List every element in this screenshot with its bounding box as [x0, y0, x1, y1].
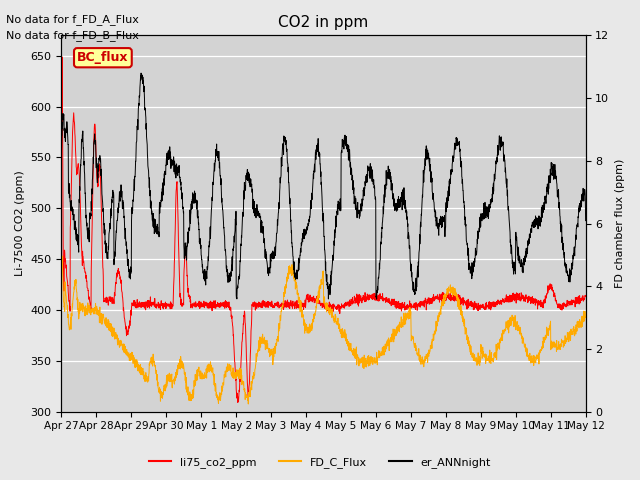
- Legend: li75_co2_ppm, FD_C_Flux, er_ANNnight: li75_co2_ppm, FD_C_Flux, er_ANNnight: [145, 452, 495, 472]
- Y-axis label: FD chamber flux (ppm): FD chamber flux (ppm): [615, 159, 625, 288]
- Text: No data for f_FD_B_Flux: No data for f_FD_B_Flux: [6, 30, 140, 41]
- Y-axis label: Li-7500 CO2 (ppm): Li-7500 CO2 (ppm): [15, 170, 25, 276]
- Title: CO2 in ppm: CO2 in ppm: [278, 15, 369, 30]
- Text: BC_flux: BC_flux: [77, 51, 129, 64]
- Text: No data for f_FD_A_Flux: No data for f_FD_A_Flux: [6, 13, 140, 24]
